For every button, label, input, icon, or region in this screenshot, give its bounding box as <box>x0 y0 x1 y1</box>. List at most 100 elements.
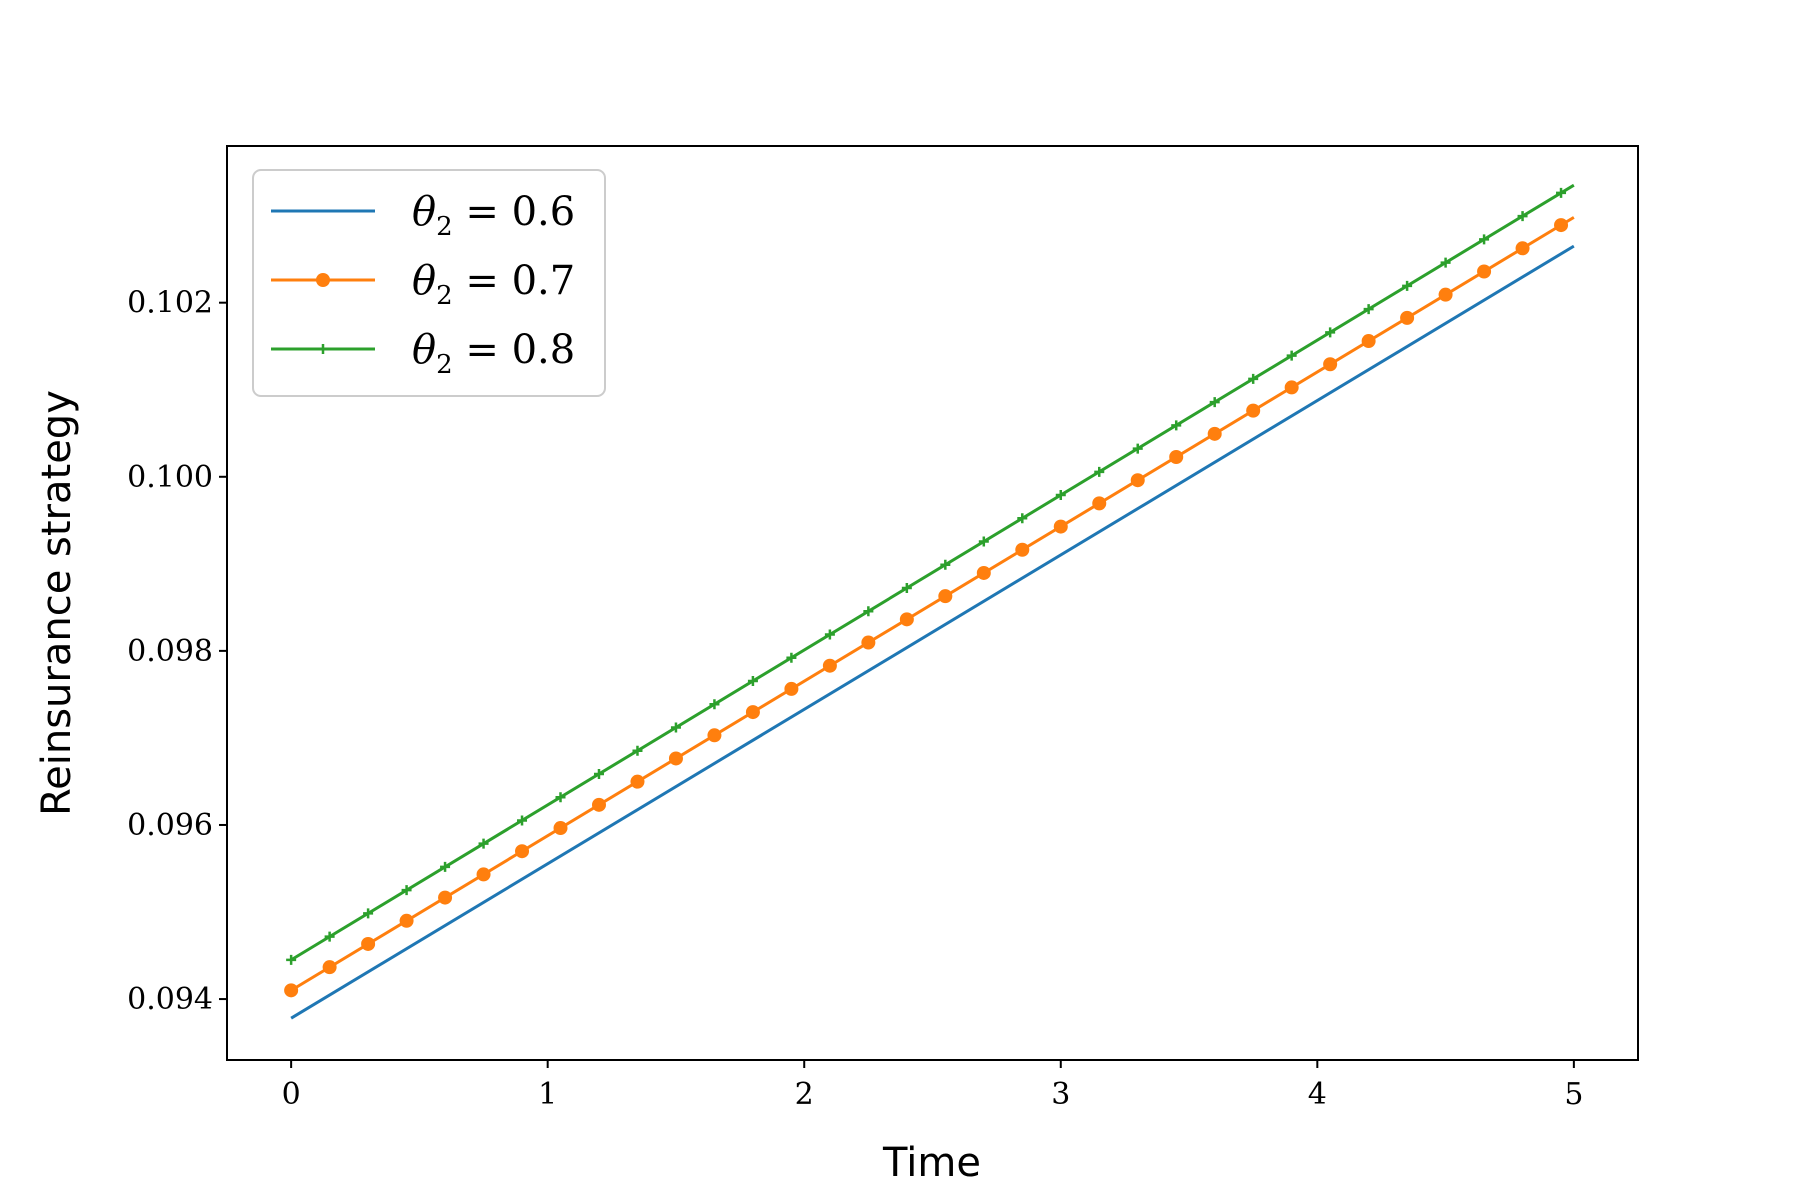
legend-swatch-marker <box>316 273 330 287</box>
series-2-point-25 <box>1207 426 1222 441</box>
series-2-point-12 <box>707 728 722 743</box>
legend-swatch-marker <box>318 344 328 354</box>
legend-value: = 0.8 <box>453 327 576 373</box>
series-3-point-13 <box>747 675 758 686</box>
series-3-point-2 <box>324 931 335 942</box>
legend-subscript: 2 <box>436 281 453 311</box>
series-2-point-7 <box>515 844 530 859</box>
series-3-line <box>290 183 1575 962</box>
series-2-point-1 <box>284 983 299 998</box>
series-2-point-26 <box>1246 403 1261 418</box>
series-1-line <box>290 244 1575 1020</box>
series-3-point-9 <box>593 768 604 779</box>
series-2-line <box>290 216 1575 992</box>
series-2-point-21 <box>1053 519 1068 534</box>
series-3-point-23 <box>1132 443 1143 454</box>
series-3-point-33 <box>1517 211 1528 222</box>
x-axis: 0 1 2 3 4 5 <box>282 1060 1583 1112</box>
series-3-point-20 <box>1017 513 1028 524</box>
series-3-point-19 <box>978 536 989 547</box>
legend-label: θ2 = 0.8 <box>412 327 575 380</box>
series-3-point-22 <box>1094 466 1105 477</box>
series-3-point-3 <box>363 908 374 919</box>
series-2-point-22 <box>1092 496 1107 511</box>
legend: θ2 = 0.6θ2 = 0.7θ2 = 0.8 <box>252 169 606 397</box>
series-2-point-3 <box>361 936 376 951</box>
series-2-point-6 <box>476 867 491 882</box>
series-3-point-7 <box>517 815 528 826</box>
series-2-point-17 <box>899 612 914 627</box>
legend-symbol: θ <box>412 258 436 304</box>
legend-value: = 0.7 <box>453 258 576 304</box>
x-axis-label: Time <box>882 1140 981 1186</box>
series-2 <box>284 216 1575 998</box>
series-3-point-29 <box>1363 304 1374 315</box>
y-tick-label: 0.098 <box>127 634 213 669</box>
series-2-point-18 <box>938 589 953 604</box>
x-tick-label: 1 <box>538 1077 557 1112</box>
x-tick-label: 4 <box>1308 1077 1327 1112</box>
series-3-point-15 <box>824 629 835 640</box>
series-2-point-13 <box>745 705 760 720</box>
series-3-point-18 <box>940 559 951 570</box>
series-3 <box>286 183 1575 965</box>
series-2-point-20 <box>1015 542 1030 557</box>
series-2-point-14 <box>784 681 799 696</box>
series-2-point-15 <box>822 658 837 673</box>
series-3-point-16 <box>863 606 874 617</box>
series-layer <box>284 183 1575 1020</box>
series-3-point-5 <box>440 861 451 872</box>
series-3-point-8 <box>555 792 566 803</box>
y-tick-label: 0.096 <box>127 808 213 843</box>
series-3-point-25 <box>1209 397 1220 408</box>
series-2-point-10 <box>630 774 645 789</box>
series-2-point-4 <box>399 913 414 928</box>
y-tick-label: 0.100 <box>127 460 213 495</box>
series-2-point-29 <box>1361 334 1376 349</box>
legend-box <box>252 169 606 397</box>
y-tick-label: 0.102 <box>127 286 213 321</box>
legend-value: = 0.6 <box>453 189 576 235</box>
series-2-point-16 <box>861 635 876 650</box>
series-3-point-14 <box>786 652 797 663</box>
y-tick-label: 0.094 <box>127 982 213 1017</box>
legend-symbol: θ <box>412 327 436 373</box>
series-3-point-21 <box>1055 490 1066 501</box>
series-2-point-33 <box>1515 241 1530 256</box>
series-3-point-17 <box>901 583 912 594</box>
series-3-point-32 <box>1479 234 1490 245</box>
legend-symbol: θ <box>412 189 436 235</box>
plot-frame <box>226 145 1639 1061</box>
legend-item-3: θ2 = 0.8 <box>271 327 575 380</box>
series-3-point-26 <box>1248 373 1259 384</box>
series-2-point-23 <box>1130 473 1145 488</box>
series-3-point-6 <box>478 838 489 849</box>
series-3-point-10 <box>632 745 643 756</box>
legend-item-2: θ2 = 0.7 <box>271 258 575 311</box>
series-3-point-31 <box>1440 257 1451 268</box>
series-3-point-1 <box>286 954 297 965</box>
series-2-point-34 <box>1554 218 1569 233</box>
series-2-point-5 <box>438 890 453 905</box>
series-2-point-24 <box>1169 450 1184 465</box>
series-3-point-34 <box>1556 187 1567 198</box>
y-axis: 0.094 0.096 0.098 0.100 0.102 <box>127 286 227 1017</box>
series-2-point-27 <box>1284 380 1299 395</box>
x-tick-label: 5 <box>1564 1077 1583 1112</box>
x-tick-label: 3 <box>1051 1077 1070 1112</box>
series-2-point-19 <box>976 565 991 580</box>
series-1 <box>290 244 1575 1020</box>
series-2-point-28 <box>1323 357 1338 372</box>
x-tick-label: 2 <box>795 1077 814 1112</box>
legend-subscript: 2 <box>436 212 453 242</box>
series-2-point-31 <box>1438 287 1453 302</box>
y-axis-label: Reinsurance strategy <box>34 390 80 816</box>
series-2-point-30 <box>1400 310 1415 325</box>
series-2-point-2 <box>322 960 337 975</box>
series-3-point-28 <box>1325 327 1336 338</box>
legend-label: θ2 = 0.7 <box>412 258 575 311</box>
series-3-point-24 <box>1171 420 1182 431</box>
series-2-point-9 <box>591 797 606 812</box>
series-3-point-12 <box>709 699 720 710</box>
